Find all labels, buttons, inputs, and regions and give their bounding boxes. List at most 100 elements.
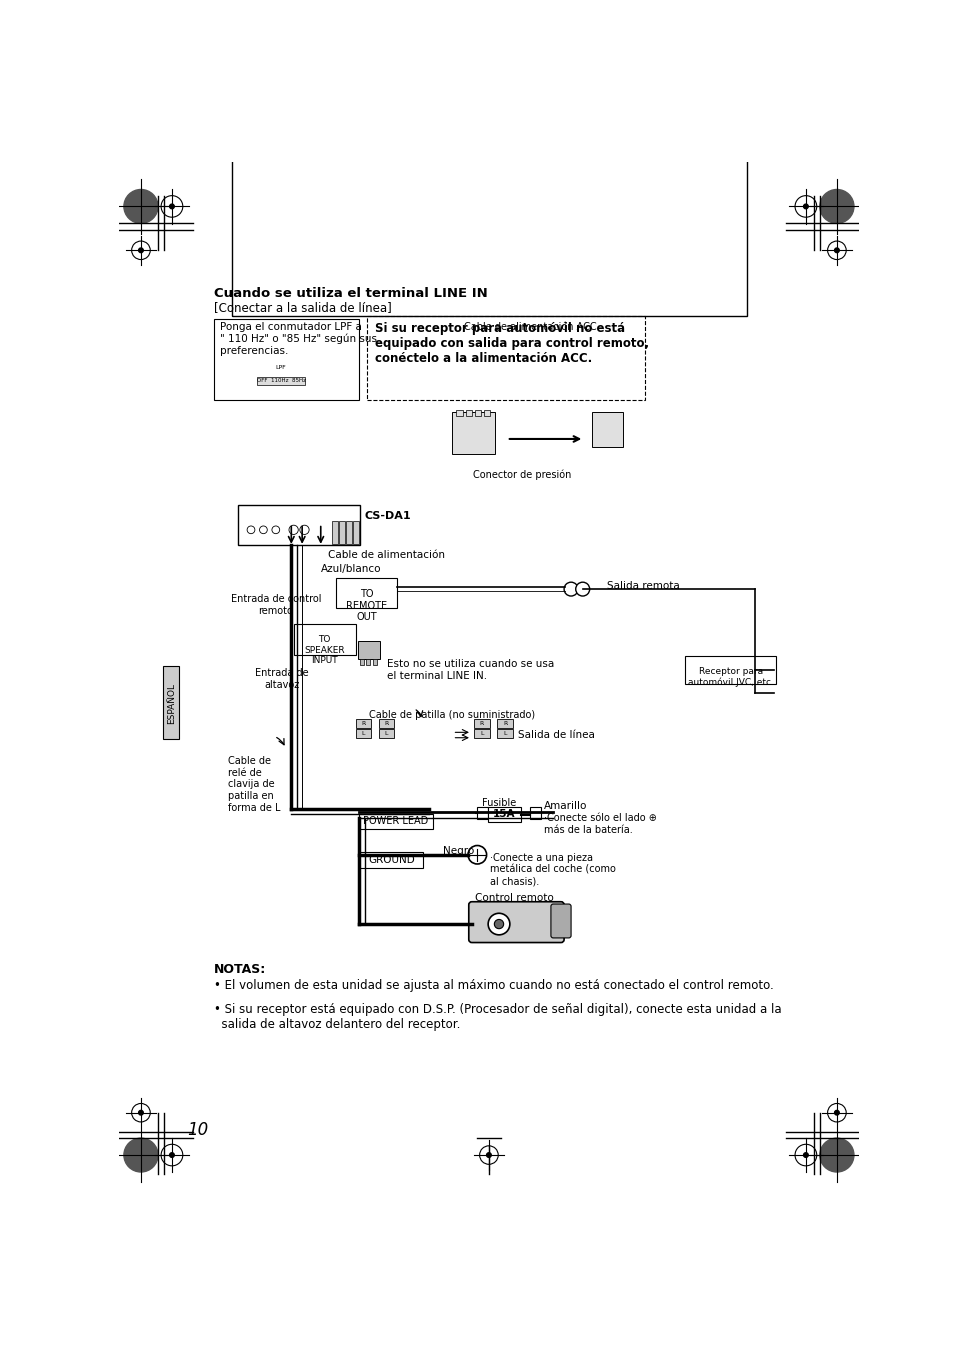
Circle shape [802,1153,807,1158]
Bar [232,0,746,315]
Text: Entrada de
altavoz: Entrada de altavoz [254,669,309,690]
Text: POWER LEAD: POWER LEAD [363,817,428,826]
FancyBboxPatch shape [468,902,563,942]
Text: GROUND: GROUND [368,855,415,865]
Bar [355,729,371,737]
Bar [474,729,489,737]
Text: ·Conecte sólo el lado ⊕
más de la batería.: ·Conecte sólo el lado ⊕ más de la baterí… [543,813,656,834]
Text: Fusible: Fusible [481,798,516,807]
Text: NOTAS:: NOTAS: [213,962,266,976]
Circle shape [468,845,486,864]
Bar [163,666,179,739]
Text: Ponga el conmutador LPF a
" 110 Hz" o "85 Hz" según sus
preferencias.: Ponga el conmutador LPF a " 110 Hz" o "8… [220,322,376,356]
Text: OFF  110Hz  85Hz: OFF 110Hz 85Hz [256,379,305,383]
Text: Receptor para
automóvil JVC, etc.: Receptor para automóvil JVC, etc. [687,667,773,687]
Circle shape [486,1153,491,1158]
Ellipse shape [124,190,158,224]
Text: 15A: 15A [493,809,516,818]
Bar [213,319,359,400]
Circle shape [488,914,509,936]
Text: Conector de presión: Conector de presión [473,469,571,480]
Bar [339,520,344,543]
Text: R: R [502,721,507,727]
Text: Cable de alimentación ACC: Cable de alimentación ACC [463,322,596,332]
Circle shape [834,1111,839,1115]
Text: R: R [384,721,388,727]
Text: L: L [479,731,483,736]
Bar [497,720,513,728]
Bar [456,410,462,417]
Text: Entrada de control
remoto: Entrada de control remoto [231,594,321,616]
Bar [373,659,376,666]
Bar [367,315,644,400]
Circle shape [259,526,267,534]
Bar [237,506,360,545]
Circle shape [247,526,254,534]
Bar [360,659,364,666]
Text: R: R [361,721,365,727]
Bar [378,729,394,737]
Bar [378,720,394,728]
Text: ·Conecte a una pieza
metálica del coche (como
al chasis).: ·Conecte a una pieza metálica del coche … [489,853,615,887]
Text: Azul/blanco: Azul/blanco [320,563,381,574]
Circle shape [138,248,143,252]
Text: Control remoto: Control remoto [475,894,554,903]
Bar [357,640,379,659]
Circle shape [575,582,589,596]
Circle shape [834,248,839,252]
Bar [257,377,305,386]
Circle shape [170,1153,174,1158]
Bar [353,520,358,543]
Text: Cuando se utiliza el terminal LINE IN: Cuando se utiliza el terminal LINE IN [213,287,487,301]
Bar [475,410,480,417]
Text: • Si su receptor está equipado con D.S.P. (Procesador de señal digital), conecte: • Si su receptor está equipado con D.S.P… [213,1003,781,1031]
Bar [465,410,472,417]
Text: CS-DA1: CS-DA1 [364,511,411,522]
Text: Salida remota: Salida remota [607,581,679,592]
Bar [355,720,371,728]
Bar [346,520,352,543]
Text: Esto no se utiliza cuando se usa
el terminal LINE IN.: Esto no se utiliza cuando se usa el term… [386,659,554,681]
Text: ESPAÑOL: ESPAÑOL [167,682,175,724]
Text: Si su receptor para automóvil no está
equipado con salida para control remoto,
c: Si su receptor para automóvil no está eq… [375,322,648,365]
Text: [Conectar a la salida de línea]: [Conectar a la salida de línea] [213,301,391,314]
Text: Cable de patilla (no suministrado): Cable de patilla (no suministrado) [369,710,535,720]
Ellipse shape [819,190,853,224]
Ellipse shape [819,1138,853,1171]
Bar [484,410,490,417]
Bar [332,520,337,543]
Bar [476,807,488,820]
Bar [530,807,540,820]
Circle shape [494,919,503,929]
Circle shape [289,526,298,534]
Text: Cable de alimentación: Cable de alimentación [328,550,445,559]
Circle shape [299,526,309,534]
Text: TO
SPEAKER
INPUT: TO SPEAKER INPUT [304,635,345,665]
Text: R: R [479,721,483,727]
Circle shape [802,204,807,209]
Text: Negro: Negro [442,845,474,856]
Text: Amarillo: Amarillo [543,801,587,811]
Text: L: L [384,731,388,736]
Bar [452,412,495,454]
Text: TO
REMOTE
OUT: TO REMOTE OUT [346,589,387,623]
Bar [488,807,520,822]
Bar [359,814,433,829]
Circle shape [563,582,578,596]
Text: Cable de
relé de
clavija de
patilla en
forma de L: Cable de relé de clavija de patilla en f… [228,756,280,813]
Bar [497,729,513,737]
Text: L: L [503,731,506,736]
Bar [592,412,622,446]
Bar [474,720,489,728]
Bar [294,624,355,655]
Text: 10: 10 [187,1122,209,1139]
Text: LPF: LPF [274,365,286,371]
FancyBboxPatch shape [550,905,571,938]
Circle shape [272,526,279,534]
Ellipse shape [124,1138,158,1171]
Bar [366,659,370,666]
Bar [335,577,396,608]
Bar [684,656,776,683]
Text: L: L [361,731,365,736]
Circle shape [170,204,174,209]
